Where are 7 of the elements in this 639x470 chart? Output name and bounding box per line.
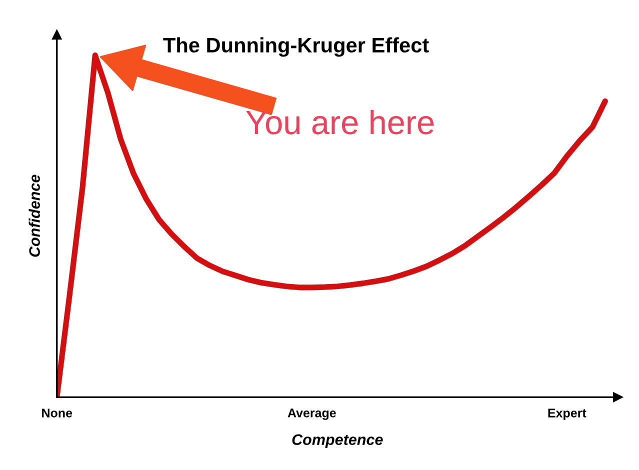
chart-title: The Dunning-Kruger Effect <box>163 37 429 57</box>
x-tick-label: None <box>42 408 72 418</box>
x-axis-title: Competence <box>292 434 383 448</box>
y-axis-title: Confidence <box>28 174 40 257</box>
annotation: You are here <box>246 110 434 134</box>
x-tick-label: Expert <box>548 408 586 420</box>
x-tick-label: Average <box>288 408 336 420</box>
